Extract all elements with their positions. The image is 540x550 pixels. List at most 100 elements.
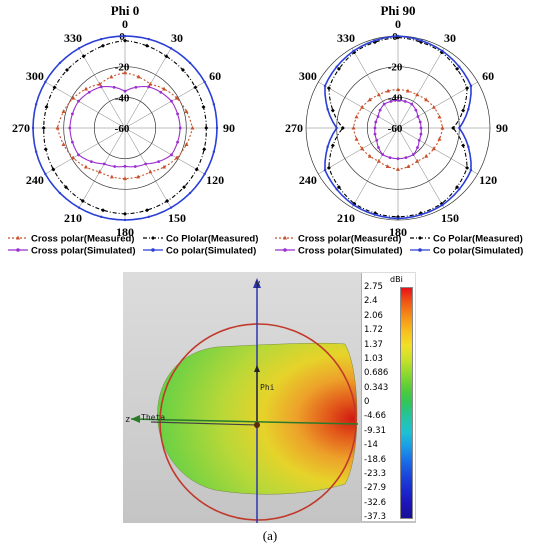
grid-spoke	[124, 48, 172, 129]
series-marker	[148, 169, 153, 174]
series-marker	[188, 191, 192, 195]
colorbar-label: 0.343	[364, 382, 389, 393]
series-marker	[43, 147, 48, 152]
grid-spoke	[45, 127, 126, 175]
angle-label: 150	[168, 211, 186, 225]
series-marker	[77, 206, 81, 209]
series-marker	[58, 191, 62, 195]
angle-label: 180	[389, 225, 407, 239]
series-marker	[381, 153, 385, 156]
series-marker	[123, 89, 127, 93]
angle-label: 300	[26, 69, 44, 83]
series-marker	[193, 85, 198, 90]
series-marker	[123, 70, 127, 75]
series-marker	[323, 168, 327, 172]
colorbar-label: -37.3	[364, 512, 386, 522]
legend-label: Cross polar(Simulated)	[31, 246, 136, 257]
series-marker	[134, 85, 138, 89]
series-marker	[458, 188, 461, 191]
series-marker	[419, 132, 423, 136]
series-marker	[461, 108, 466, 113]
legend-marker	[418, 248, 422, 252]
series-marker	[203, 80, 206, 84]
series-marker	[113, 165, 117, 168]
series-marker	[414, 108, 418, 112]
series-marker	[133, 165, 137, 168]
series-marker	[212, 102, 216, 106]
colorbar-label: -14	[364, 440, 378, 451]
series-marker	[424, 97, 429, 102]
series-marker	[431, 105, 436, 109]
colorbar-label: -32.6	[364, 497, 386, 508]
series-marker	[382, 102, 386, 106]
series-marker	[112, 85, 116, 89]
series-marker	[416, 146, 419, 149]
series-marker	[373, 126, 377, 130]
theta-vector	[150, 421, 258, 426]
y-axis-arrow	[253, 278, 261, 288]
series-marker	[335, 65, 338, 68]
angle-label: 0	[395, 17, 401, 31]
radial-label: -60	[388, 123, 403, 135]
series-marker	[396, 157, 400, 161]
series-marker	[34, 150, 38, 154]
series-marker	[170, 153, 173, 157]
series-marker	[100, 43, 105, 48]
series-marker	[469, 84, 473, 88]
series-marker	[99, 215, 103, 219]
angle-label: 120	[206, 173, 224, 187]
colorbar-label: -4.66	[364, 411, 386, 422]
radial-label: -20	[388, 62, 403, 74]
series-marker	[80, 199, 85, 204]
series-marker	[437, 114, 442, 119]
series-marker	[396, 34, 400, 38]
legend-marker	[418, 236, 422, 240]
series-marker	[99, 37, 103, 41]
series-marker	[388, 156, 392, 160]
series-marker	[97, 169, 102, 174]
series-marker	[176, 140, 179, 144]
grid-spoke	[397, 48, 445, 129]
legend-label: Cross polar(Measured)	[298, 234, 401, 245]
angle-label: 60	[482, 69, 494, 83]
series-marker	[102, 162, 106, 166]
series-marker	[377, 146, 380, 149]
series-marker	[467, 107, 470, 111]
colorbar-label: 0	[364, 397, 370, 407]
series-marker	[123, 211, 127, 216]
series-marker	[415, 158, 420, 163]
series-marker	[162, 86, 167, 91]
series-marker	[360, 105, 365, 109]
colorbar-label: 2.75	[364, 282, 383, 292]
series-marker	[165, 199, 170, 204]
series-marker	[71, 112, 74, 116]
series-marker	[99, 85, 103, 89]
series-marker	[373, 39, 376, 42]
legend-marker	[151, 236, 155, 240]
series-marker	[396, 217, 400, 220]
series-marker	[404, 156, 408, 160]
series-marker	[123, 34, 127, 38]
phi-arrow	[254, 365, 260, 372]
series-marker	[465, 86, 470, 91]
series-marker	[204, 126, 209, 130]
series-marker	[64, 67, 69, 72]
series-marker	[403, 99, 407, 103]
series-marker	[376, 158, 381, 163]
legend-marker	[283, 248, 287, 252]
series-marker	[97, 81, 102, 86]
series-marker	[415, 92, 420, 97]
theta-label: Theta	[141, 413, 165, 422]
radial-label: -60	[115, 123, 130, 135]
series-marker	[469, 168, 473, 172]
series-marker	[326, 165, 331, 170]
series-marker	[184, 109, 189, 114]
series-marker	[458, 65, 461, 68]
series-marker	[162, 164, 167, 169]
angle-label: 240	[299, 173, 317, 187]
series-marker	[164, 54, 169, 59]
series-marker	[170, 99, 173, 103]
colorbar-panel: dBi 2.75 2.4 2.06 1.72 1.37 1.03 0.686 0.343 0 -4.…	[361, 273, 415, 522]
series-marker	[58, 61, 62, 65]
